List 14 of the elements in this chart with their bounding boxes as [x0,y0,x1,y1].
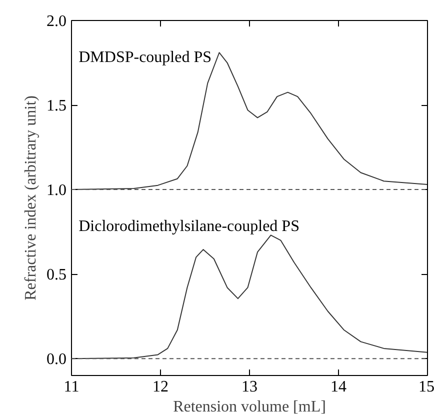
y-tick-label: 0.5 [46,266,66,284]
series-label: Diclorodimethylsilane-coupled PS [78,218,300,236]
y-tick-label: 1.0 [46,182,66,200]
x-tick-label: 15 [418,378,434,396]
x-tick-label: 11 [64,378,80,396]
y-tick-label: 0.0 [46,351,66,368]
x-tick-label: 14 [330,378,346,396]
x-tick-label: 12 [152,378,168,396]
y-tick-label: 1.5 [46,98,66,115]
y-tick-label: 2.0 [46,13,66,30]
y-axis-title: Refractive index (arbitrary unit) [22,96,40,300]
x-axis-title: Retension volume [mL] [173,398,326,416]
x-tick-label: 13 [242,378,258,396]
series-label: DMDSP-coupled PS [78,49,212,66]
